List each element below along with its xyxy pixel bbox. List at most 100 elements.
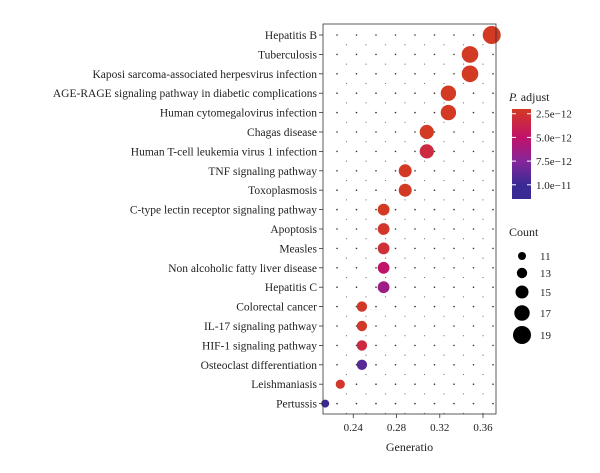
category-labels: Hepatitis B Tuberculosis Kaposi sarcoma-as… bbox=[53, 30, 323, 411]
category-label: Colorectal cancer bbox=[236, 302, 317, 314]
grid-dot bbox=[414, 228, 416, 230]
grid-dot bbox=[472, 170, 475, 172]
grid-dot bbox=[472, 267, 475, 269]
category-label: Apoptosis bbox=[270, 224, 317, 236]
data-point bbox=[335, 379, 345, 389]
category-label: Osteoclast differentiation bbox=[201, 360, 318, 372]
grid-dot bbox=[394, 402, 397, 405]
grid-dot bbox=[336, 34, 338, 36]
grid-dot bbox=[345, 257, 348, 259]
grid-dot bbox=[414, 267, 416, 269]
grid-dot bbox=[443, 354, 445, 356]
grid-dot bbox=[472, 208, 475, 211]
grid-dot bbox=[384, 179, 387, 182]
grid-dot bbox=[423, 354, 426, 356]
x-tick-label: 0.36 bbox=[473, 422, 493, 434]
grid-dot bbox=[482, 276, 484, 279]
grid-dot bbox=[443, 276, 445, 279]
grid-dot bbox=[404, 82, 406, 85]
grid-dot bbox=[365, 373, 367, 376]
grid-dot bbox=[375, 170, 377, 172]
grid-dot bbox=[384, 160, 387, 162]
grid-dot bbox=[414, 364, 416, 366]
grid-dot bbox=[355, 111, 358, 114]
data-point bbox=[377, 223, 390, 235]
grid-dot bbox=[423, 238, 426, 240]
grid-dot bbox=[345, 63, 348, 65]
grid-dot bbox=[404, 218, 406, 220]
grid-dot bbox=[453, 228, 455, 230]
category-label: Hepatitis B bbox=[265, 30, 317, 42]
grid-dot bbox=[462, 141, 465, 143]
grid-dot bbox=[472, 325, 475, 327]
grid-dot bbox=[375, 267, 377, 269]
grid-dot bbox=[482, 412, 484, 414]
grid-dot bbox=[345, 102, 348, 104]
grid-dot bbox=[453, 247, 455, 250]
grid-dot bbox=[443, 44, 445, 46]
grid-dot bbox=[472, 286, 475, 289]
grid-dot bbox=[384, 102, 387, 104]
grid-dot bbox=[336, 247, 338, 250]
x-tick-label: 0.28 bbox=[387, 422, 407, 434]
grid-dot bbox=[365, 179, 367, 182]
grid-dot bbox=[384, 412, 387, 414]
grid-dot bbox=[482, 82, 484, 85]
grid-dot bbox=[433, 131, 436, 133]
grid-dot bbox=[394, 364, 397, 366]
grid-dot bbox=[443, 63, 445, 65]
grid-dot bbox=[462, 412, 465, 414]
color-legend-label: 2.5e−12 bbox=[536, 109, 572, 121]
data-point bbox=[356, 340, 368, 351]
grid-dot bbox=[482, 141, 484, 143]
grid-dot bbox=[453, 305, 455, 308]
data-point bbox=[461, 46, 479, 63]
grid-dot bbox=[482, 121, 484, 123]
grid-dot bbox=[443, 102, 445, 104]
grid-dot bbox=[404, 102, 406, 104]
grid-dot bbox=[453, 208, 455, 211]
grid-dot bbox=[433, 111, 436, 114]
grid-dot bbox=[443, 335, 445, 337]
grid-dot bbox=[492, 267, 494, 269]
grid-dot bbox=[443, 179, 445, 182]
grid-dot bbox=[492, 286, 494, 289]
data-point bbox=[377, 281, 390, 294]
data-point bbox=[461, 65, 479, 83]
grid-dot bbox=[482, 218, 484, 220]
grid-dot bbox=[365, 218, 367, 220]
grid-dot bbox=[414, 131, 416, 133]
grid-dot bbox=[345, 44, 348, 46]
grid-dot bbox=[394, 325, 397, 327]
grid-dot bbox=[336, 402, 338, 405]
data-point bbox=[482, 26, 501, 44]
grid-dot bbox=[384, 121, 387, 123]
grid-dot bbox=[433, 170, 436, 172]
grid-dot bbox=[404, 412, 406, 414]
grid-dot bbox=[462, 373, 465, 376]
grid-dot bbox=[355, 150, 358, 153]
grid-dot bbox=[453, 150, 455, 153]
size-legend-label: 15 bbox=[540, 287, 552, 299]
grid-dot bbox=[404, 238, 406, 240]
category-label: Hepatitis C bbox=[265, 282, 317, 294]
grid-dot bbox=[482, 199, 484, 201]
size-legend-label: 19 bbox=[540, 330, 552, 342]
grid-dot bbox=[462, 296, 465, 298]
grid-dot bbox=[375, 286, 377, 289]
grid-dot bbox=[453, 131, 455, 133]
grid-dot bbox=[492, 92, 494, 94]
grid-dot bbox=[492, 364, 494, 366]
grid-dot bbox=[433, 247, 436, 250]
size-legend-dot bbox=[514, 305, 530, 321]
grid-dot bbox=[472, 92, 475, 94]
grid-dot bbox=[414, 34, 416, 36]
grid-dot bbox=[453, 344, 455, 347]
grid-dot bbox=[492, 344, 494, 347]
grid-dot bbox=[365, 238, 367, 240]
grid-dot bbox=[365, 257, 367, 259]
grid-dot bbox=[404, 199, 406, 201]
grid-dot bbox=[492, 53, 494, 56]
grid-dot bbox=[433, 228, 436, 230]
